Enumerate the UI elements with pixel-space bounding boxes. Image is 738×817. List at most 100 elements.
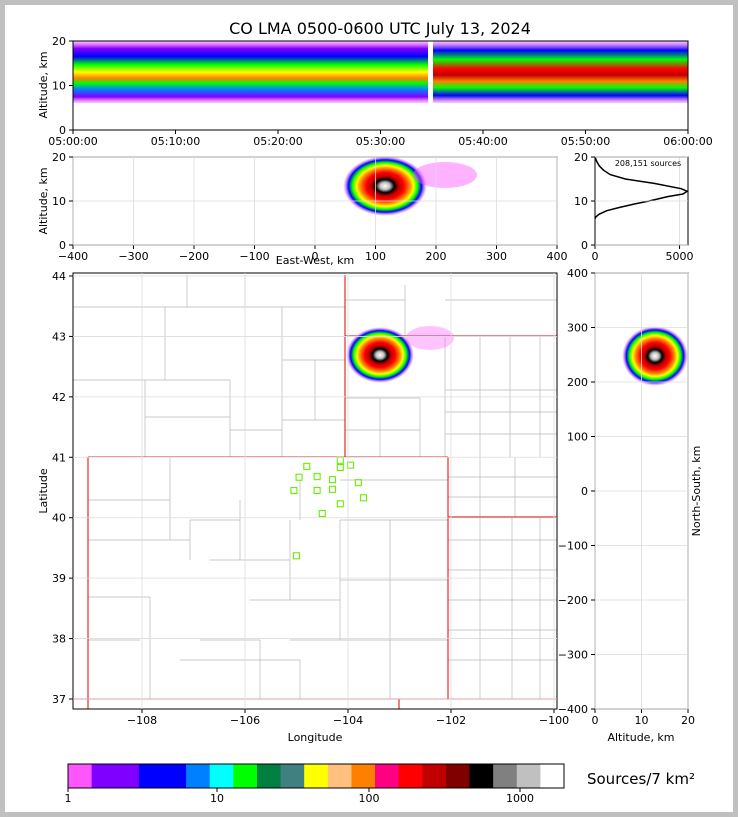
colorbar-cell — [398, 764, 423, 788]
plan-view-y-tick-label: 43 — [52, 330, 66, 343]
time-altitude-x-tick-label: 06:00:00 — [663, 135, 712, 148]
plan-view-x-tick-label: −100 — [539, 714, 569, 727]
station-marker — [336, 456, 344, 464]
colorbar-tick-label: 100 — [359, 792, 380, 805]
colorbar-cell — [256, 764, 282, 788]
north-south-storm — [622, 326, 688, 386]
north-south-y-tick-label: −300 — [558, 649, 588, 662]
station-marker — [292, 552, 301, 560]
east-west-x-tick-label: −300 — [118, 250, 148, 263]
east-west-y-tick-label: 10 — [52, 195, 66, 208]
east-west-panel: −400 −300 −200 −100 0 100 200 300 400 0 10 20 East… — [37, 151, 568, 267]
plan-view-xticks: −108 −106 −104 −102 −100 — [127, 273, 569, 727]
histogram-panel: 208,151 sources 0 5000 0 10 20 — [574, 151, 694, 263]
north-south-panel: 0 10 20 −400 −300 −200 −100 0 100 200 300 400 Alti… — [558, 267, 703, 744]
station-marker — [303, 462, 311, 470]
colorbar-cell — [115, 764, 140, 788]
time-altitude-x-tick-label: 05:10:00 — [151, 135, 200, 148]
colorbar-cell — [493, 764, 518, 788]
station-marker — [347, 461, 355, 469]
county-boundaries — [73, 275, 557, 699]
plan-view-x-tick-label: −108 — [127, 714, 157, 727]
station-marker — [354, 479, 362, 487]
plan-view-y-tick-label: 44 — [52, 270, 66, 283]
colorbar-cell — [516, 764, 541, 788]
colorbar-tick-label: 1 — [65, 792, 72, 805]
north-south-ylabel: North-South, km — [690, 446, 703, 537]
station-marker — [328, 485, 337, 493]
north-south-y-tick-label: 300 — [567, 322, 588, 335]
state-boundaries — [73, 275, 557, 709]
east-west-yticks: 0 10 20 — [52, 151, 557, 252]
time-altitude-x-tick-label: 05:40:00 — [458, 135, 507, 148]
histogram-annotation: 208,151 sources — [615, 159, 681, 168]
time-altitude-ylabel: Altitude, km — [37, 51, 50, 118]
colorbar-cells — [68, 764, 565, 788]
plan-view-storm-tail — [406, 326, 454, 350]
colorbar-tick-label: 1000 — [506, 792, 534, 805]
north-south-y-tick-label: 0 — [581, 485, 588, 498]
time-altitude-y-tick-label: 20 — [52, 35, 66, 48]
station-marker — [318, 509, 326, 518]
figure-canvas: CO LMA 0500-0600 UTC July 13, 2024 05:00… — [37, 19, 713, 805]
station-marker — [336, 500, 344, 508]
time-altitude-panel: 05:00:00 05:10:00 05:20:00 05:30:00 05:40:00… — [37, 35, 713, 148]
plan-view-yticks: 37 38 39 40 41 42 43 44 — [52, 270, 557, 706]
colorbar-cell — [162, 764, 187, 788]
colorbar-cell — [280, 764, 305, 788]
colorbar-cell — [540, 764, 565, 788]
colorbar-cell — [327, 764, 352, 788]
time-altitude-yticks: 0 10 20 — [52, 35, 73, 137]
station-marker — [295, 473, 303, 481]
north-south-xlabel: Altitude, km — [607, 731, 674, 744]
east-west-xlabel: East-West, km — [276, 254, 354, 267]
east-west-y-tick-label: 20 — [52, 151, 66, 164]
colorbar-cell — [186, 764, 211, 788]
station-marker — [359, 494, 368, 502]
colorbar-cell — [304, 764, 329, 788]
colorbar-cell — [445, 764, 471, 788]
time-altitude-y-tick-label: 10 — [52, 80, 66, 93]
east-west-x-tick-label: 200 — [426, 250, 447, 263]
east-west-x-tick-label: 0 — [312, 250, 319, 263]
histogram-y-tick-label: 10 — [574, 195, 588, 208]
time-altitude-x-tick-label: 05:50:00 — [561, 135, 610, 148]
lma-stations — [290, 456, 368, 560]
colorbar-cell — [233, 764, 258, 788]
time-altitude-y-tick-label: 0 — [59, 124, 66, 137]
histogram-xticks: 0 5000 — [592, 245, 694, 263]
plan-view-x-tick-label: −104 — [333, 714, 363, 727]
time-altitude-xticks: 05:00:00 05:10:00 05:20:00 05:30:00 05:40:00… — [48, 130, 713, 148]
east-west-anvil — [413, 162, 477, 188]
east-west-x-tick-label: −400 — [58, 250, 88, 263]
colorbar-cell — [422, 764, 447, 788]
plan-view-ylabel: Latitude — [37, 468, 50, 514]
east-west-xticks: −400 −300 −200 −100 0 100 200 300 400 — [58, 157, 568, 263]
colorbar-cell — [469, 764, 494, 788]
histogram-line — [594, 156, 689, 219]
plan-view-axes — [72, 272, 558, 710]
time-altitude-x-tick-label: 05:30:00 — [356, 135, 405, 148]
plan-view-xlabel: Longitude — [288, 731, 343, 744]
histogram-x-tick-label: 0 — [592, 250, 599, 263]
time-altitude-x-tick-label: 05:20:00 — [253, 135, 302, 148]
station-marker — [313, 486, 321, 495]
time-altitude-x-tick-label: 05:00:00 — [48, 135, 97, 148]
histogram-yticks: 0 10 20 — [574, 151, 688, 252]
east-west-x-tick-label: 100 — [365, 250, 386, 263]
east-west-ylabel: Altitude, km — [37, 167, 50, 234]
colorbar-cell — [91, 764, 116, 788]
plan-view-y-tick-label: 39 — [52, 572, 66, 585]
colorbar-cell — [68, 764, 93, 788]
colorbar-cell — [138, 764, 163, 788]
north-south-yticks: −400 −300 −200 −100 0 100 200 300 400 — [558, 267, 688, 716]
plan-view-panel: −108 −106 −104 −102 −100 37 38 39 40 41 42 43 44 Lo… — [37, 270, 569, 744]
north-south-y-tick-label: −400 — [558, 703, 588, 716]
plan-view-x-tick-label: −106 — [230, 714, 260, 727]
north-south-x-tick-label: 20 — [681, 714, 695, 727]
colorbar-border — [67, 763, 565, 789]
colorbar-label: Sources/7 km² — [587, 770, 695, 788]
colorbar-cell — [351, 764, 376, 788]
east-west-x-tick-label: −100 — [239, 250, 269, 263]
colorbar-cell — [375, 764, 400, 788]
